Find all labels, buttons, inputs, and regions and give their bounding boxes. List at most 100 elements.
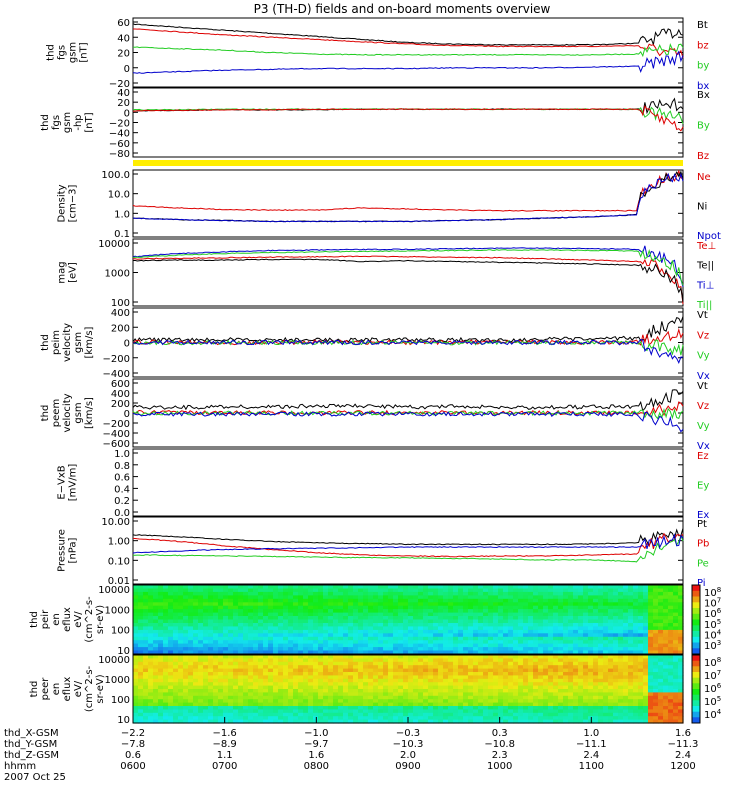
- spectrogram-cell: [663, 595, 669, 600]
- spectrogram-cell: [263, 619, 269, 624]
- spectrogram-cell: [463, 609, 469, 614]
- spectrogram-cell: [513, 678, 519, 683]
- spectrogram-cell: [358, 640, 364, 645]
- spectrogram-cell: [593, 591, 599, 596]
- spectrogram-cell: [498, 672, 504, 676]
- spectrogram-cell: [633, 629, 639, 634]
- y-axis-label: [nT]: [79, 42, 90, 62]
- spectrogram-cell: [168, 626, 174, 631]
- spectrogram-cell: [208, 619, 214, 624]
- spectrogram-cell: [478, 633, 484, 638]
- spectrogram-cell: [468, 672, 474, 676]
- spectrogram-cell: [268, 591, 274, 596]
- spectrogram-cell: [363, 655, 369, 659]
- spectrogram-cell: [328, 675, 334, 680]
- spectrogram-cell: [438, 712, 444, 717]
- spectrogram-cell: [453, 685, 459, 690]
- spectrogram-cell: [528, 647, 534, 652]
- spectrogram-cell: [248, 647, 254, 652]
- spectrogram-cell: [343, 650, 349, 655]
- spectrogram-cell: [458, 585, 464, 589]
- spectrogram-cell: [668, 616, 674, 620]
- spectrogram-cell: [278, 712, 284, 717]
- spectrogram-cell: [553, 702, 559, 707]
- spectrogram-cell: [283, 595, 289, 600]
- spectrogram-cell: [283, 602, 289, 607]
- spectrogram-cell: [353, 585, 359, 589]
- spectrogram-cell: [518, 626, 524, 631]
- spectrogram-cell: [603, 709, 609, 714]
- spectrogram-cell: [178, 665, 184, 670]
- spectrogram-cell: [328, 647, 334, 652]
- spectrogram-cell: [643, 699, 649, 704]
- spectrogram-cell: [453, 665, 459, 670]
- spectrogram-cell: [513, 699, 519, 704]
- spectrogram-cell: [548, 595, 554, 600]
- spectrogram-cell: [388, 647, 394, 652]
- spectrogram-cell: [348, 633, 354, 638]
- spectrogram-cell: [603, 678, 609, 683]
- spectrogram-cell: [313, 685, 319, 690]
- spectrogram-cell: [548, 665, 554, 670]
- series-vt: [132, 316, 684, 343]
- spectrogram-cell: [608, 629, 614, 634]
- spectrogram-cell: [263, 629, 269, 634]
- spectrogram-cell: [278, 658, 284, 663]
- spectrogram-cell: [588, 712, 594, 717]
- spectrogram-cell: [483, 675, 489, 680]
- spectrogram-cell: [388, 623, 394, 627]
- spectrogram-cell: [203, 689, 209, 693]
- spectrogram-cell: [443, 712, 449, 717]
- spectrogram-cell: [353, 619, 359, 624]
- spectrogram-cell: [283, 695, 289, 700]
- spectrogram-cell: [353, 665, 359, 670]
- spectrogram-cell: [388, 629, 394, 634]
- spectrogram-cell: [293, 643, 299, 648]
- spectrogram-cell: [603, 668, 609, 673]
- spectrogram-cell: [483, 716, 489, 721]
- spectrogram-cell: [628, 612, 634, 617]
- spectrogram-cell: [653, 712, 659, 717]
- spectrogram-cell: [558, 623, 564, 627]
- spectrogram-cell: [283, 655, 289, 659]
- spectrogram-cell: [263, 626, 269, 631]
- spectrogram-cell: [378, 682, 384, 687]
- spectrogram-cell: [168, 702, 174, 707]
- spectrogram-cell: [488, 595, 494, 600]
- spectrogram-cell: [658, 605, 664, 610]
- spectrogram-cell: [383, 689, 389, 693]
- spectrogram-cell: [348, 616, 354, 620]
- spectrogram-cell: [238, 685, 244, 690]
- spectrogram-cell: [618, 588, 624, 593]
- spectrogram-cell: [158, 598, 164, 603]
- spectrogram-cell: [613, 682, 619, 687]
- spectrogram-cell: [133, 719, 139, 724]
- spectrogram-cell: [568, 695, 574, 700]
- spectrogram-cell: [208, 626, 214, 631]
- spectrogram-cell: [193, 605, 199, 610]
- spectrogram-cell: [163, 612, 169, 617]
- spectrogram-cell: [133, 692, 139, 697]
- spectrogram-cell: [628, 716, 634, 721]
- spectrogram-cell: [408, 612, 414, 617]
- spectrogram-cell: [273, 640, 279, 645]
- spectrogram-cell: [568, 588, 574, 593]
- spectrogram-cell: [333, 585, 339, 589]
- spectrogram-cell: [593, 692, 599, 697]
- spectrogram-cell: [193, 591, 199, 596]
- spectrogram-cell: [373, 689, 379, 693]
- spectrogram-cell: [198, 591, 204, 596]
- spectrogram-cell: [358, 633, 364, 638]
- spectrogram-cell: [268, 612, 274, 617]
- spectrogram-cell: [153, 640, 159, 645]
- spectrogram-cell: [423, 588, 429, 593]
- spectrogram-cell: [203, 665, 209, 670]
- spectrogram-cell: [163, 650, 169, 655]
- spectrogram-cell: [598, 636, 604, 641]
- spectrogram-cell: [648, 682, 654, 687]
- spectrogram-cell: [663, 685, 669, 690]
- spectrogram-cell: [148, 619, 154, 624]
- spectrogram-cell: [343, 636, 349, 641]
- spectrogram-cell: [548, 633, 554, 638]
- spectrogram-cell: [333, 712, 339, 717]
